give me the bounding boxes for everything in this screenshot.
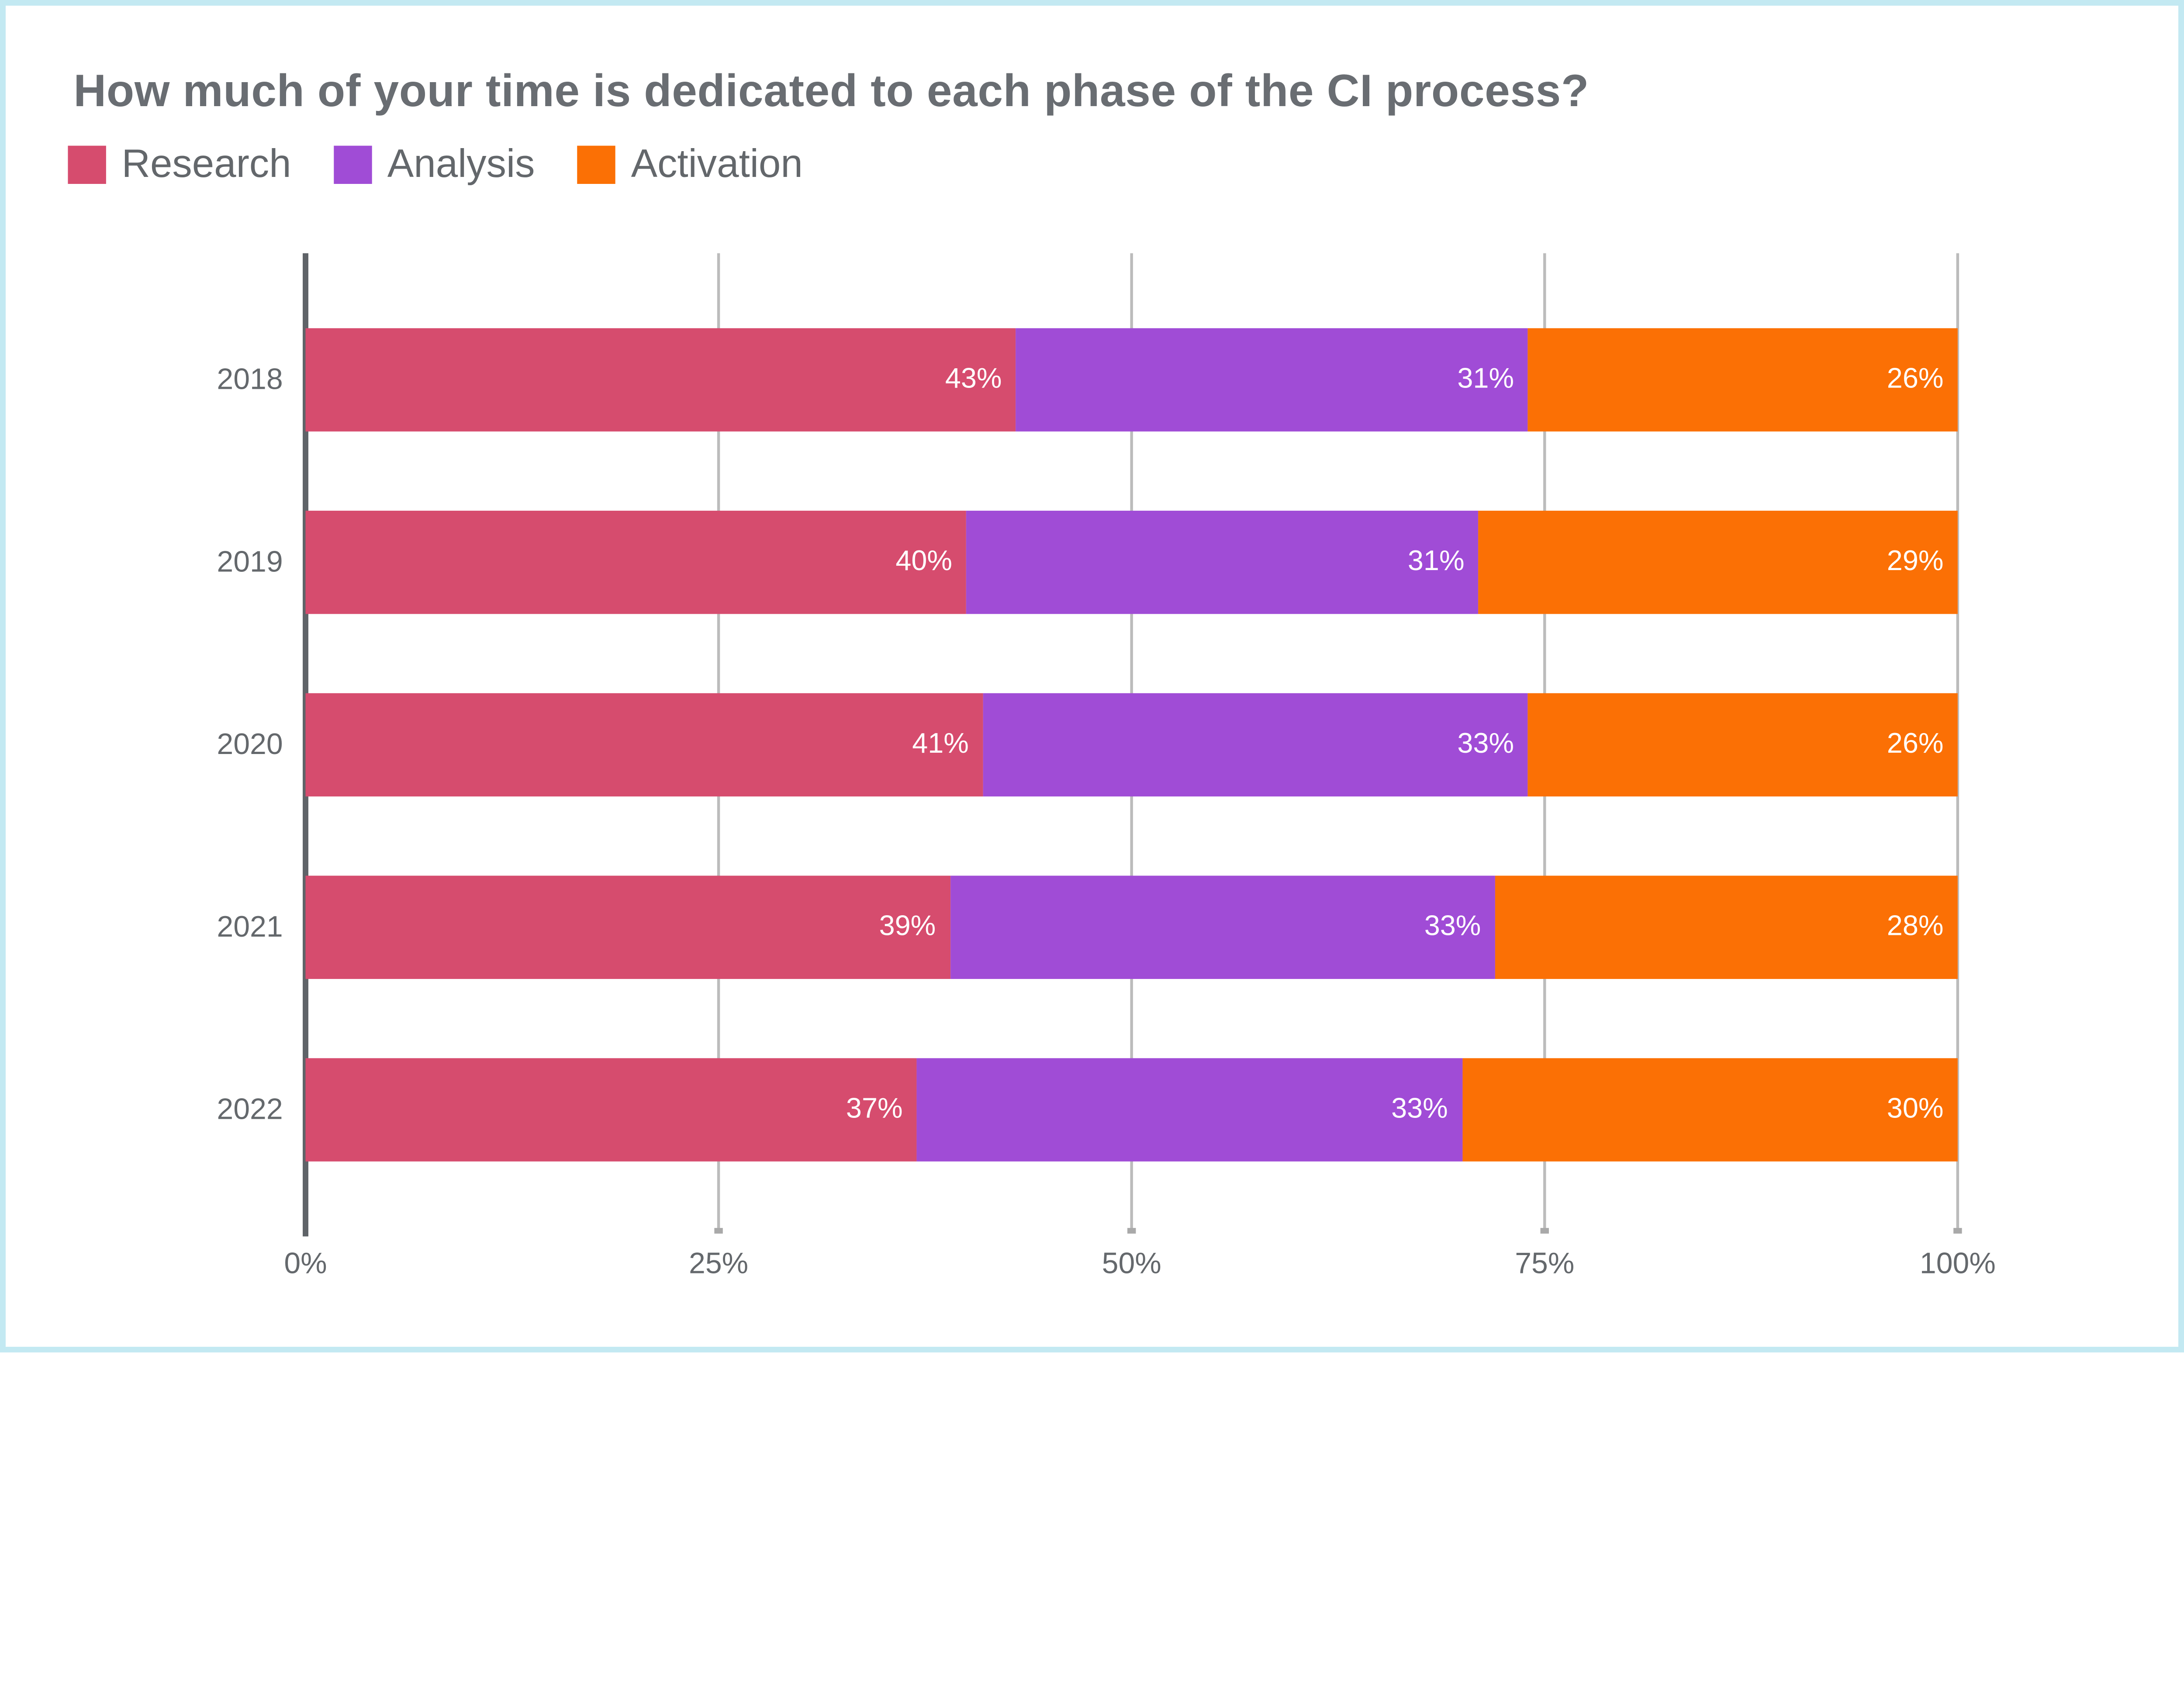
bar-segment-analysis: 33% (983, 693, 1528, 797)
bar-segment-research: 39% (305, 875, 950, 979)
bar-segment-analysis: 33% (916, 1058, 1462, 1162)
chart-card: How much of your time is dedicated to ea… (0, 0, 2184, 1352)
bar-segment-analysis: 31% (966, 511, 1479, 614)
legend-item-activation: Activation (577, 142, 803, 187)
bar-segment-activation: 28% (1495, 875, 1958, 979)
bar-segment-activation: 26% (1528, 693, 1958, 797)
plot-area: 2018 43% 31% 26% 2019 40% 31% 29% 2020 41% 33% 26% 2… (217, 253, 1962, 1237)
tick-mark (1540, 1228, 1549, 1234)
bar-segment-research: 43% (305, 328, 1016, 432)
x-tick-label: 50% (1102, 1248, 1161, 1280)
legend-swatch-research (68, 145, 106, 183)
bar-value-label: 33% (1391, 1093, 1448, 1125)
bar-segment-activation: 30% (1462, 1058, 1958, 1162)
bar-value-label: 30% (1887, 1093, 1944, 1125)
bar-value-label: 29% (1887, 546, 1944, 578)
category-label: 2022 (217, 1093, 283, 1126)
chart-title: How much of your time is dedicated to ea… (73, 65, 1589, 116)
tick-mark (714, 1228, 723, 1234)
bar-segment-analysis: 33% (950, 875, 1495, 979)
gridline-100 (1953, 253, 1962, 1234)
bar-value-label: 41% (912, 728, 969, 760)
bar-value-label: 31% (1457, 363, 1514, 395)
category-label: 2021 (217, 910, 283, 943)
bar-value-label: 37% (846, 1093, 903, 1125)
legend-label: Research (121, 141, 291, 186)
x-axis-tick-labels: 0% 25% 50% 75% 100% (284, 1248, 1996, 1287)
legend-item-analysis: Analysis (333, 141, 535, 187)
bar-segment-research: 40% (305, 511, 967, 614)
bar-segment-activation: 29% (1478, 511, 1958, 614)
bar-row-2022: 2022 37% 33% 30% (217, 1058, 1958, 1162)
category-label: 2020 (217, 728, 283, 761)
bar-segment-research: 37% (305, 1058, 917, 1162)
bar-value-label: 33% (1424, 911, 1481, 942)
bar-value-label: 40% (895, 546, 953, 578)
bar-segment-analysis: 31% (1016, 328, 1528, 432)
bar-row-2021: 2021 39% 33% 28% (217, 875, 1958, 979)
legend: Research Analysis Activation (68, 142, 845, 187)
bar-row-2018: 2018 43% 31% 26% (217, 328, 1958, 432)
tick-mark (1127, 1228, 1136, 1234)
category-label: 2019 (217, 545, 283, 578)
category-label: 2018 (217, 363, 283, 396)
tick-mark (1953, 1228, 1962, 1234)
bar-value-label: 26% (1887, 363, 1944, 395)
bar-value-label: 26% (1887, 728, 1944, 760)
bar-segment-research: 41% (305, 693, 983, 797)
bar-segment-activation: 26% (1528, 328, 1958, 432)
bar-value-label: 31% (1407, 546, 1465, 578)
bar-row-2019: 2019 40% 31% 29% (217, 511, 1958, 614)
legend-label: Activation (631, 141, 803, 186)
bar-row-2020: 2020 41% 33% 26% (217, 693, 1958, 797)
x-tick-label: 0% (284, 1248, 327, 1280)
bar-value-label: 39% (879, 911, 936, 942)
legend-swatch-activation (577, 145, 616, 183)
legend-item-research: Research (68, 142, 291, 187)
bar-value-label: 28% (1887, 911, 1944, 942)
legend-label: Analysis (387, 141, 535, 186)
x-tick-label: 25% (689, 1248, 749, 1280)
bar-value-label: 43% (945, 363, 1002, 395)
bar-value-label: 33% (1457, 728, 1514, 760)
x-tick-label: 75% (1515, 1248, 1575, 1280)
x-tick-label: 100% (1919, 1248, 1996, 1280)
legend-swatch-analysis (333, 145, 372, 183)
